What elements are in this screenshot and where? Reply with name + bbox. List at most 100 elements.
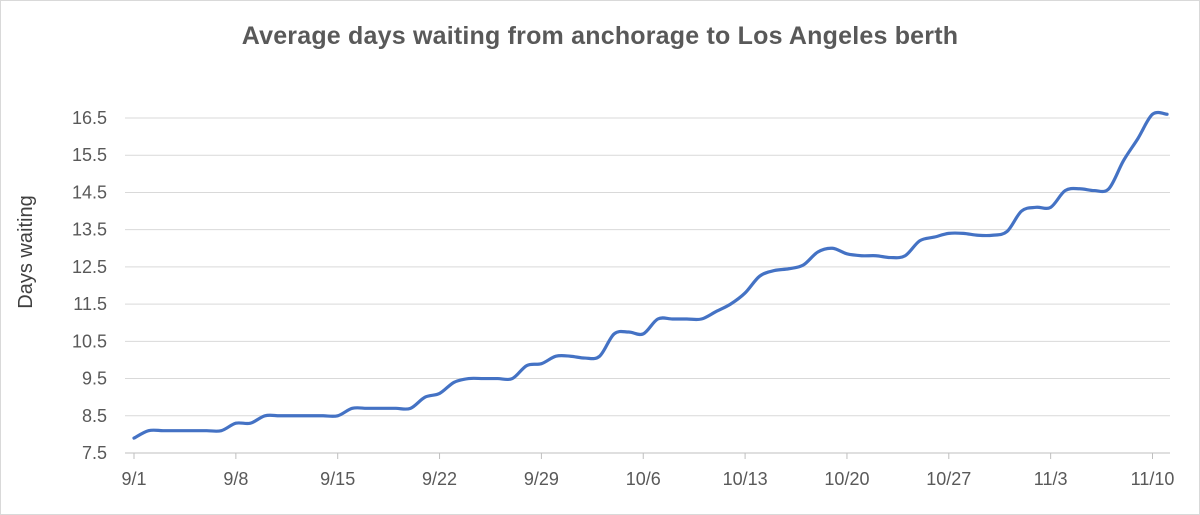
data-point <box>976 233 980 237</box>
data-point <box>423 395 427 399</box>
data-point <box>350 406 354 410</box>
data-point <box>656 317 660 321</box>
data-point <box>918 239 922 243</box>
x-axis <box>125 452 1170 459</box>
data-point <box>1063 189 1067 193</box>
data-point <box>394 406 398 410</box>
data-point <box>627 330 631 334</box>
data-point <box>612 332 616 336</box>
data-point <box>1005 230 1009 234</box>
data-point <box>147 429 151 433</box>
data-point <box>248 421 252 425</box>
data-point <box>1121 159 1125 163</box>
data-point <box>961 231 965 235</box>
data-point <box>481 377 485 381</box>
data-point <box>176 429 180 433</box>
data-point <box>830 246 834 250</box>
data-point <box>729 302 733 306</box>
x-tick-label: 10/20 <box>824 469 869 489</box>
data-point <box>990 233 994 237</box>
data-point <box>1107 187 1111 191</box>
y-tick-label: 15.5 <box>72 145 107 165</box>
data-point <box>743 291 747 295</box>
data-point <box>699 317 703 321</box>
data-point <box>583 356 587 360</box>
data-point <box>554 354 558 358</box>
data-point <box>1078 187 1082 191</box>
data-point <box>278 414 282 418</box>
data-point <box>379 406 383 410</box>
data-point <box>438 391 442 395</box>
y-tick-label: 9.5 <box>82 369 107 389</box>
data-point <box>132 436 136 440</box>
data-point <box>714 310 718 314</box>
data-point <box>408 406 412 410</box>
y-axis-tick-labels: 7.5 8.5 9.5 10.5 11.5 12.5 13.5 14.5 15.5 16.5 <box>72 108 107 463</box>
data-point <box>263 414 267 418</box>
data-point <box>598 354 602 358</box>
y-axis-title: Days waiting <box>15 195 37 308</box>
x-tick-label: 10/6 <box>626 469 661 489</box>
data-point <box>452 380 456 384</box>
series-group <box>132 110 1169 440</box>
data-point <box>525 364 529 368</box>
data-point <box>307 414 311 418</box>
data-point <box>321 414 325 418</box>
data-point <box>860 254 864 258</box>
x-axis-tick-labels: 9/1 9/8 9/15 9/22 9/29 10/6 10/13 10/20 10/27 11/… <box>121 469 1174 489</box>
x-tick-label: 9/1 <box>121 469 146 489</box>
data-point <box>234 421 238 425</box>
data-point <box>569 354 573 358</box>
x-tick-label: 9/15 <box>320 469 355 489</box>
data-point <box>947 231 951 235</box>
data-point <box>816 250 820 254</box>
data-point <box>1165 112 1169 116</box>
data-point <box>1049 205 1053 209</box>
data-point <box>889 256 893 260</box>
y-tick-label: 11.5 <box>73 294 107 314</box>
data-point <box>219 429 223 433</box>
data-point <box>496 377 500 381</box>
x-tick-label: 9/22 <box>422 469 457 489</box>
x-tick-label: 11/10 <box>1131 469 1175 489</box>
data-point <box>1136 136 1140 140</box>
y-tick-label: 13.5 <box>72 220 107 240</box>
data-point <box>874 254 878 258</box>
y-tick-label: 7.5 <box>82 443 107 463</box>
y-tick-label: 8.5 <box>82 406 107 426</box>
gridlines <box>125 117 1170 454</box>
data-point <box>190 429 194 433</box>
data-point <box>787 267 791 271</box>
data-point <box>336 414 340 418</box>
data-point <box>903 254 907 258</box>
data-point <box>292 414 296 418</box>
chart-title: Average days waiting from anchorage to L… <box>241 22 959 50</box>
data-point <box>641 332 645 336</box>
x-tick-label: 9/29 <box>524 469 559 489</box>
data-point <box>685 317 689 321</box>
data-point <box>467 377 471 381</box>
series-line-days-waiting <box>132 110 1169 440</box>
x-tick-label: 10/13 <box>723 469 768 489</box>
data-point <box>845 252 849 256</box>
data-point <box>801 263 805 267</box>
data-point <box>670 317 674 321</box>
x-tick-label: 9/8 <box>223 469 248 489</box>
data-point <box>1020 209 1024 213</box>
x-tick-label: 11/3 <box>1034 469 1068 489</box>
data-point <box>1151 112 1155 116</box>
data-point <box>510 377 514 381</box>
y-tick-label: 16.5 <box>72 108 107 128</box>
y-tick-label: 12.5 <box>72 257 107 277</box>
data-point <box>365 406 369 410</box>
data-point <box>161 429 165 433</box>
data-point <box>758 274 762 278</box>
x-tick-label: 10/27 <box>926 469 971 489</box>
data-point <box>1092 189 1096 193</box>
data-point <box>539 362 543 366</box>
data-point <box>772 269 776 273</box>
data-point <box>932 235 936 239</box>
data-point <box>205 429 209 433</box>
y-tick-label: 10.5 <box>72 331 107 351</box>
